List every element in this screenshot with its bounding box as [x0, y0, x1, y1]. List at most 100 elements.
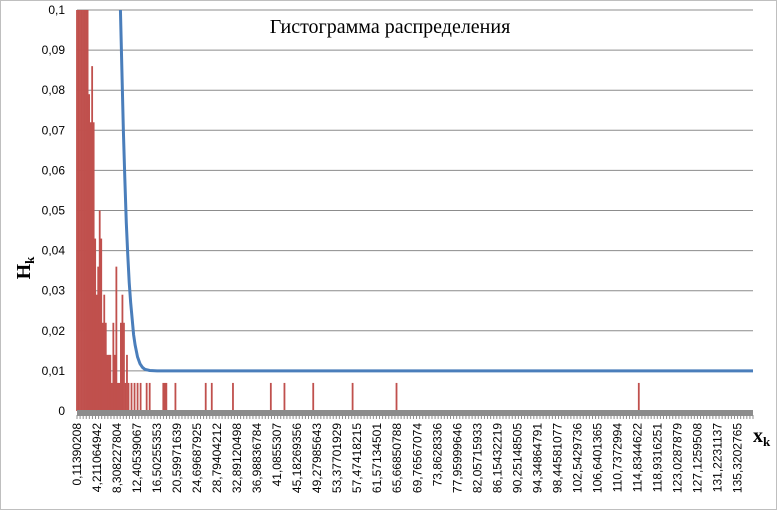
- x-tick-label: 114,8344622: [630, 423, 644, 493]
- x-tick-label: 131,2231137: [710, 423, 724, 493]
- histogram-bar: [112, 322, 115, 411]
- x-tick-label: 61,57134501: [370, 423, 384, 493]
- histogram-bar: [116, 382, 119, 411]
- x-tick-label: 110,7372994: [610, 423, 624, 493]
- histogram-bar: [80, 10, 83, 411]
- chart-title: Гистограмма распределения: [270, 16, 511, 38]
- histogram-bar: [83, 10, 86, 411]
- x-axis-line: [77, 410, 753, 416]
- x-tick-label: 41,0855307: [270, 423, 284, 487]
- histogram-bar: [97, 266, 100, 411]
- histogram-bar: [107, 354, 110, 411]
- y-tick-label: 0,05: [42, 204, 66, 218]
- histogram-bar: [106, 354, 109, 411]
- x-tick-label: 77,95999646: [450, 423, 464, 493]
- histogram-bar: [165, 382, 168, 411]
- x-tick-label: 82,05715933: [470, 423, 484, 493]
- histogram-bar: [77, 10, 80, 411]
- histogram-bar: [395, 382, 398, 411]
- histogram-bar: [115, 266, 118, 411]
- histogram-bar: [162, 382, 165, 411]
- histogram-bar: [351, 382, 354, 411]
- histogram-bar: [139, 382, 142, 411]
- histogram-bar: [92, 122, 95, 411]
- x-tick-label: 12,40539067: [130, 423, 144, 493]
- histogram-bar: [269, 382, 272, 411]
- x-tick-label: 135,3202765: [730, 423, 744, 493]
- histogram-bar: [120, 322, 122, 411]
- histogram-bars: [76, 10, 640, 412]
- y-tick-label: 0,08: [42, 83, 66, 97]
- histogram-bar: [130, 382, 133, 411]
- x-tick-label: 20,59971639: [170, 423, 184, 493]
- histogram-bar: [82, 10, 84, 411]
- y-tick-label: 0,06: [42, 163, 66, 177]
- x-tick-label: 28,79404212: [210, 423, 224, 493]
- x-tick-label: 16,50255353: [150, 423, 164, 493]
- histogram-bar: [283, 382, 286, 411]
- y-tick-label: 0,07: [42, 123, 66, 137]
- x-tick-label: 49,27985643: [310, 423, 324, 493]
- histogram-bar: [103, 294, 106, 411]
- x-tick-label: 53,37701929: [330, 423, 344, 493]
- histogram-bar: [91, 66, 94, 411]
- x-axis-label: xk: [753, 425, 771, 449]
- x-tick-label: 123,0287879: [670, 423, 684, 493]
- histogram-bar: [204, 382, 207, 411]
- histogram-bar: [110, 382, 113, 411]
- x-tick-label: 127,1259508: [690, 423, 704, 493]
- curve-line: [118, 9, 753, 373]
- x-axis-label-main: x: [753, 425, 763, 447]
- x-tick-label: 73,8628336: [430, 423, 444, 487]
- histogram-bar: [85, 10, 87, 411]
- histogram-bar: [95, 294, 98, 411]
- x-tick-label: 69,76567074: [410, 423, 424, 493]
- x-tick-label: 106,6401365: [590, 423, 604, 493]
- histogram-bar: [76, 10, 78, 411]
- histogram-bar: [89, 122, 92, 411]
- histogram-bar: [101, 322, 104, 411]
- histogram-bar: [163, 382, 166, 411]
- x-tick-label: 0,11390208: [70, 423, 84, 486]
- histogram-bar: [145, 382, 148, 411]
- y-tick-label: 0,1: [48, 3, 65, 17]
- histogram-bar: [118, 382, 121, 411]
- y-axis-label: Hk: [13, 256, 37, 280]
- histogram-bar: [98, 210, 101, 411]
- distribution-curve: [118, 9, 753, 373]
- x-tick-label: 98,44581077: [550, 423, 564, 493]
- histogram-bar: [100, 238, 103, 411]
- histogram-bar: [109, 354, 112, 411]
- x-tick-label: 65,66850788: [390, 423, 404, 493]
- histogram-bar: [123, 322, 125, 411]
- x-tick-label: 4,211064942: [90, 423, 104, 493]
- y-tick-label: 0,09: [42, 43, 66, 57]
- histogram-bar: [121, 294, 124, 411]
- x-tick-label: 24,69687925: [190, 423, 204, 493]
- histogram-bar: [126, 354, 128, 411]
- x-axis-label-sub: k: [763, 434, 771, 449]
- histogram-bar: [86, 10, 89, 411]
- y-tick-label: 0,01: [42, 364, 66, 378]
- y-tick-label: 0,04: [42, 244, 66, 258]
- histogram-bar: [104, 322, 107, 411]
- histogram-bar: [637, 382, 640, 411]
- y-tick-label: 0: [58, 404, 65, 418]
- x-tick-labels: 0,11390208 4,211064942 8,308227804 12,40539…: [70, 423, 744, 493]
- y-axis-label-main: H: [13, 263, 35, 279]
- x-tick-label: 90,25148505: [510, 423, 524, 493]
- y-tick-label: 0,02: [42, 324, 66, 338]
- x-tick-label: 36,98836784: [250, 423, 264, 493]
- histogram-bar: [124, 382, 127, 411]
- histogram-bar: [94, 238, 97, 411]
- x-tick-label: 118,9316251: [650, 423, 664, 493]
- histogram-bar: [210, 382, 213, 411]
- histogram-bar: [136, 382, 139, 411]
- histogram-bar: [79, 10, 81, 411]
- x-axis: [76, 410, 754, 419]
- x-tick-label: 57,47418215: [350, 423, 364, 493]
- x-tick-label: 102,5429736: [570, 423, 584, 493]
- histogram-bar: [232, 382, 234, 411]
